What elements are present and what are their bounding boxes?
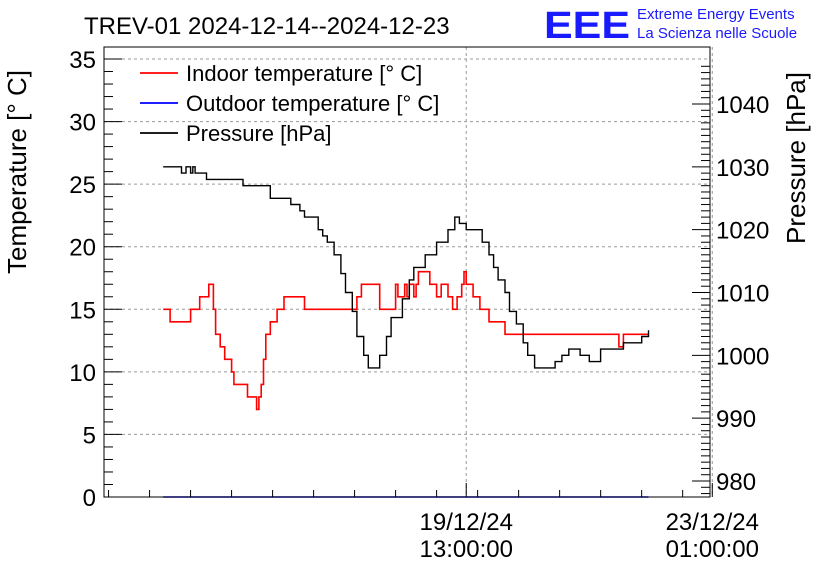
y-right-tick-label: 980	[716, 469, 756, 496]
x-tick-time: 01:00:00	[666, 536, 759, 563]
axes: 0 5 10 15 20 25 30 35 980 990 1000 1010 1020 1030 1040…	[69, 47, 769, 563]
y-axis-right-label: Pressure [hPa]	[781, 72, 811, 244]
x-tick-date: 19/12/24	[420, 509, 513, 536]
legend-label-3: Pressure [hPa]	[186, 121, 332, 146]
y-right-tick-label: 1010	[716, 281, 769, 308]
y-left-tick-label: 10	[69, 360, 96, 387]
y-right-tick-label: 1040	[716, 92, 769, 119]
series-line-1	[163, 270, 649, 411]
series-line-3	[163, 166, 650, 369]
y-right-tick-label: 990	[716, 406, 756, 433]
chart-title: TREV-01 2024-12-14--2024-12-23	[84, 13, 450, 40]
grid	[104, 47, 713, 497]
y-right-tick-label: 1000	[716, 343, 769, 370]
y-left-tick-label: 15	[69, 297, 96, 324]
y-left-tick-label: 5	[83, 422, 96, 449]
eee-logo: EEE Extreme Energy Events La Scienza nel…	[544, 5, 797, 47]
legend-label-1: Indoor temperature [° C]	[186, 61, 422, 86]
logo-line-2: La Scienza nelle Scuole	[637, 25, 797, 42]
y-left-tick-label: 30	[69, 110, 96, 137]
y-left-tick-label: 20	[69, 235, 96, 262]
y-right-tick-label: 1020	[716, 218, 769, 245]
logo-line-1: Extreme Energy Events	[637, 6, 795, 23]
x-tick-date: 23/12/24	[666, 509, 759, 536]
y-left-tick-label: 0	[83, 485, 96, 512]
y-right-tick-label: 1030	[716, 155, 769, 182]
x-tick-time: 13:00:00	[420, 536, 513, 563]
y-left-tick-label: 35	[69, 47, 96, 74]
y-axis-left-label: Temperature [° C]	[2, 70, 32, 274]
y-left-tick-label: 25	[69, 172, 96, 199]
logo-letters: EEE	[544, 5, 630, 47]
legend: Indoor temperature [° C] Outdoor temperat…	[140, 61, 439, 146]
legend-label-2: Outdoor temperature [° C]	[186, 91, 439, 116]
